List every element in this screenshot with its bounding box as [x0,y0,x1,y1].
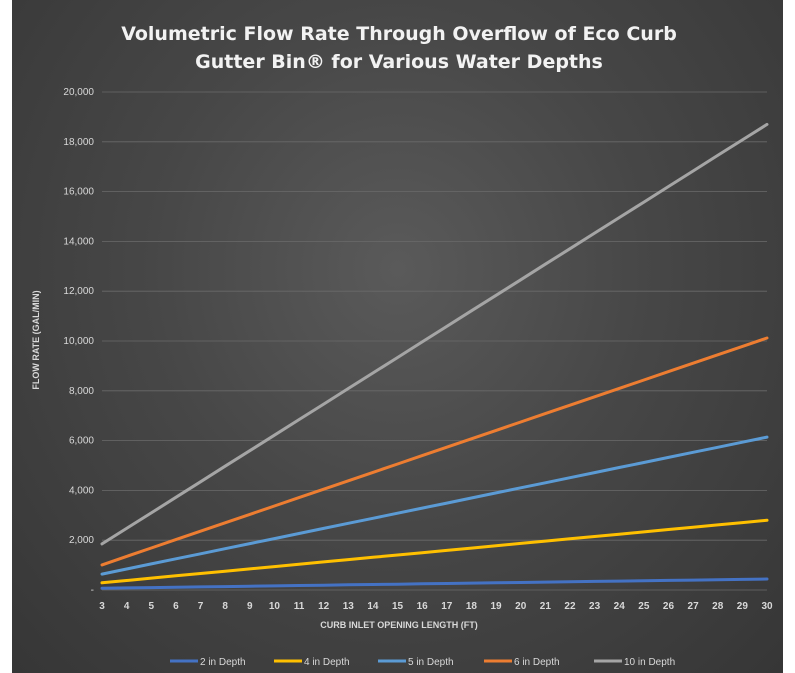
x-tick-label: 29 [737,601,749,612]
x-tick-label: 12 [318,601,330,612]
series-line-1 [100,518,769,585]
x-tick-label: 21 [540,601,552,612]
y-tick-label: 16,000 [63,187,94,198]
legend-label: 6 in Depth [514,657,560,668]
y-tick-label: 4,000 [69,485,94,496]
legend-label: 5 in Depth [408,657,454,668]
y-axis-label: FLOW RATE (GAL/MIN) [31,290,41,389]
chart-frame: Volumetric Flow Rate Through Overflow of… [12,0,783,673]
x-tick-label: 4 [124,601,130,612]
x-tick-label: 3 [99,601,105,612]
y-tick-label: 10,000 [63,336,94,347]
y-tick-label: 8,000 [69,386,94,397]
legend: 2 in Depth 4 in Depth 5 in Depth 6 in Depth… [170,657,675,668]
x-tick-label: 28 [712,601,724,612]
x-tick-label: 6 [173,601,179,612]
y-tick-label: 20,000 [63,87,94,98]
y-tick-label: 2,000 [69,535,94,546]
x-tick-label: 10 [269,601,281,612]
series-line-0 [100,577,769,590]
x-tick-label: 23 [589,601,601,612]
x-tick-label: 22 [564,601,576,612]
x-tick-label: 19 [491,601,503,612]
x-tick-label: 11 [294,601,305,612]
chart-title-line-1: Volumetric Flow Rate Through Overflow of… [121,23,677,45]
x-tick-label: 20 [515,601,527,612]
x-tick-label: 17 [441,601,453,612]
x-tick-label: 7 [198,601,204,612]
x-tick-label: 26 [663,601,675,612]
legend-label: 4 in Depth [304,657,350,668]
x-tick-label: 25 [638,601,650,612]
y-tick-label: 14,000 [63,236,94,247]
series-line-3 [100,336,769,567]
series-line-2 [100,435,769,576]
series-line-4 [100,122,769,546]
y-tick-label: 12,000 [63,286,94,297]
x-tick-label: 5 [148,601,154,612]
x-tick-label: 9 [247,601,253,612]
x-tick-label: 18 [466,601,478,612]
y-tick-label: - [91,585,94,596]
legend-label: 10 in Depth [624,657,675,668]
x-tick-label: 30 [761,601,773,612]
line-chart: Volumetric Flow Rate Through Overflow of… [31,23,773,668]
x-tick-label: 16 [417,601,429,612]
legend-label: 2 in Depth [200,657,246,668]
x-tick-label: 15 [392,601,404,612]
x-axis-label: CURB INLET OPENING LENGTH (FT) [320,620,478,630]
x-tick-label: 27 [688,601,700,612]
x-tick-label: 14 [367,601,379,612]
x-tick-label: 8 [222,601,228,612]
y-tick-label: 18,000 [63,137,94,148]
x-tick-label: 13 [343,601,355,612]
chart-title-line-2: Gutter Bin® for Various Water Depths [195,51,603,73]
y-tick-label: 6,000 [69,436,94,447]
x-tick-label: 24 [614,601,626,612]
